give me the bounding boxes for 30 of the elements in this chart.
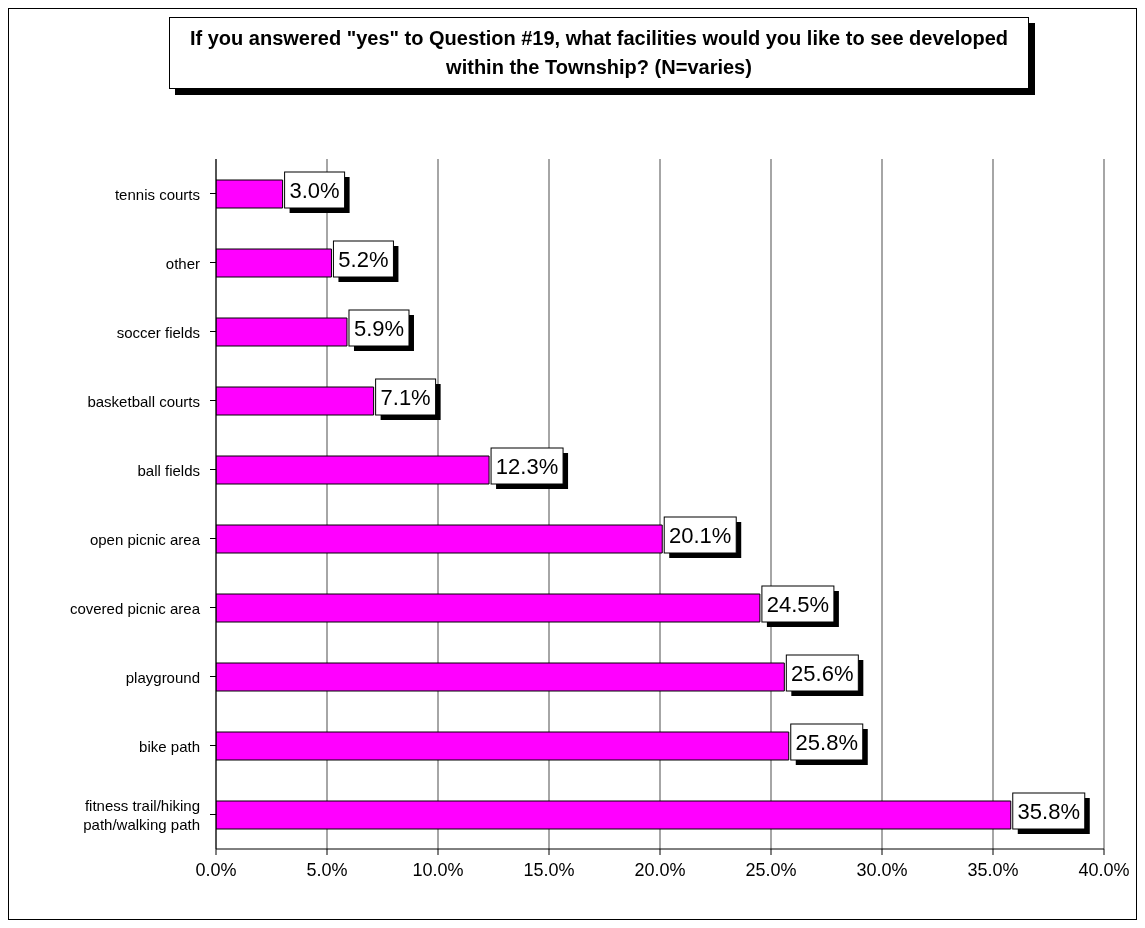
data-label: 20.1% [669, 522, 732, 548]
y-tick-label: fitness trail/hiking path/walking path [83, 796, 200, 833]
chart-title: If you answered "yes" to Question #19, what facilities would you like to see developed within the Township? (N=varies) [169, 17, 1029, 89]
x-tick-label: 10.0% [412, 859, 464, 880]
data-label: 25.6% [791, 660, 854, 686]
data-label: 24.5% [766, 591, 830, 617]
x-tick-label: 20.0% [634, 859, 686, 880]
data-label: 25.8% [795, 729, 858, 755]
data-label: 12.3% [495, 453, 559, 479]
y-tick-label: other [165, 254, 200, 271]
y-tick-label: ball fields [137, 461, 200, 478]
x-tick-label: 0.0% [195, 859, 237, 880]
data-label: 5.2% [338, 246, 389, 272]
x-tick-label: 40.0% [1078, 859, 1130, 880]
y-tick-label: bike path [139, 737, 200, 754]
x-tick-label: 15.0% [523, 859, 575, 880]
y-tick-label: playground [125, 668, 200, 685]
y-tick-label: tennis courts [114, 185, 200, 202]
data-label: 5.9% [353, 315, 405, 341]
x-tick-label: 30.0% [856, 859, 908, 880]
y-tick-label: basketball courts [87, 392, 200, 409]
data-label: 7.1% [380, 384, 431, 410]
data-label: 3.0% [289, 177, 340, 203]
x-tick-label: 5.0% [306, 859, 348, 880]
data-label: 35.8% [1017, 798, 1080, 824]
x-tick-label: 35.0% [967, 859, 1019, 880]
y-tick-label: soccer fields [116, 323, 200, 340]
y-tick-label: open picnic area [89, 530, 201, 547]
y-tick-label: covered picnic area [69, 599, 201, 616]
x-tick-label: 25.0% [745, 859, 797, 880]
